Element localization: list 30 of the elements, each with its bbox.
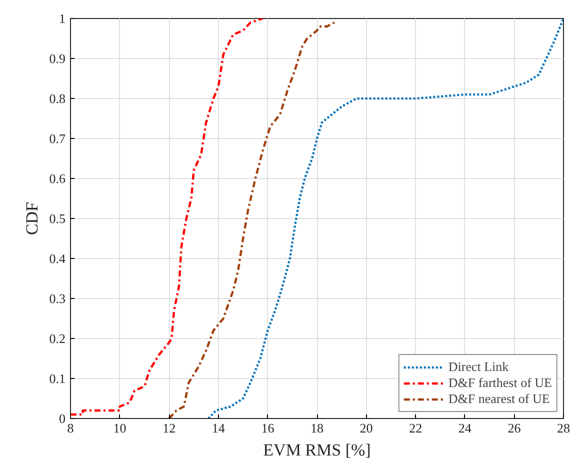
y-tick-label: 0.6 [49,171,66,186]
x-tick-label: 28 [557,420,570,436]
x-tick-label: 20 [360,420,373,436]
y-tick-label: 0.3 [49,291,66,306]
y-axis-title: CDF [22,202,42,236]
line-series [168,21,336,418]
x-tick-label: 14 [212,420,226,436]
x-tick-label: 16 [261,420,275,436]
x-tick-label: 10 [113,420,126,436]
legend-label: D&F farthest of UE [448,375,552,391]
y-tick-label: 0.4 [49,251,66,266]
y-tick-label: 0.1 [49,371,66,386]
x-tick-label: 12 [162,420,176,436]
y-tick-label: 0.9 [49,51,66,66]
x-tick-label: 18 [310,420,324,436]
line-series [207,18,564,418]
x-tick-label: 24 [458,420,472,436]
y-tick-label: 0.5 [49,211,66,226]
x-tick-label: 26 [508,420,522,436]
x-tick-label: 8 [67,420,74,436]
y-tick-label: 0 [59,411,66,426]
line-series [70,18,264,416]
y-tick-label: 1 [59,11,66,26]
y-tick-label: 0.2 [49,331,66,346]
y-tick-label: 0.7 [49,131,66,146]
legend-label: D&F nearest of UE [448,391,550,407]
x-tick-label: 22 [409,420,422,436]
legend-label: Direct Link [448,359,509,375]
y-tick-label: 0.8 [49,91,66,106]
x-axis-title: EVM RMS [%] [263,440,371,460]
